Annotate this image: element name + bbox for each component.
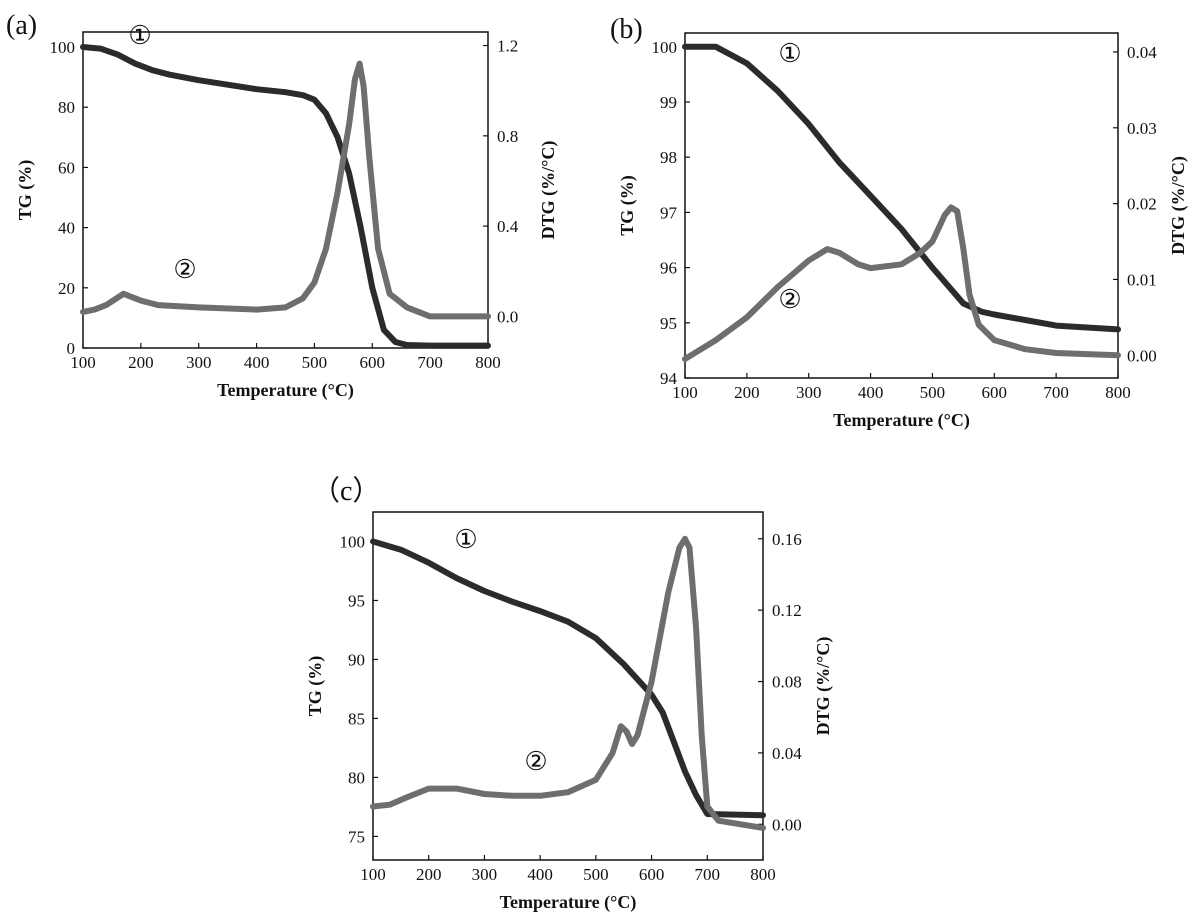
panel3-y-left-tick-label: 100: [340, 532, 366, 551]
panel3-curve-marker-1: ①: [454, 525, 477, 554]
panel1-y-right-axis-label: DTG (%/°C): [538, 141, 559, 240]
panel1-y-right-tick-label: 0.0: [497, 307, 518, 326]
panel1-y-right-tick-label: 0.4: [497, 217, 519, 236]
panel2-x-tick-label: 600: [982, 383, 1008, 402]
panel1-x-tick-label: 700: [417, 353, 443, 372]
panel3-plot-frame: [372, 511, 764, 861]
panel1-y-left-tick-label: 20: [58, 279, 75, 298]
panel3-curve-marker-2: ②: [524, 747, 547, 776]
panel2-y-left-axis-label: TG (%): [617, 175, 638, 236]
panel1-y-left-axis-label: TG (%): [15, 160, 36, 221]
panel1-x-tick-label: 800: [475, 353, 501, 372]
panel2-x-tick-label: 400: [858, 383, 884, 402]
panel3-panel-label: （c）: [312, 475, 380, 507]
panel3-y-left-tick-label: 75: [348, 827, 365, 846]
panel2-x-axis-label: Temperature (°C): [833, 410, 970, 431]
panel3-y-left-tick-label: 90: [348, 650, 365, 669]
panel2-series-tg-line: [682, 43, 1121, 333]
panel1-x-tick-label: 300: [186, 353, 212, 372]
panel2-y-right-tick-label: 0.02: [1127, 195, 1157, 214]
panel1-x-tick-label: 500: [302, 353, 328, 372]
panel2-curve-marker-1: ①: [778, 39, 801, 68]
panel1-x-tick-label: 400: [244, 353, 270, 372]
panel3-x-tick-label: 300: [472, 865, 498, 884]
panel2-x-tick-label: 500: [920, 383, 946, 402]
panel2-plot-frame: [684, 32, 1119, 379]
panel2-x-tick-label: 700: [1043, 383, 1069, 402]
panel1-x-tick-label: 200: [128, 353, 154, 372]
panel1-series-tg-line: [80, 44, 491, 349]
panel3-y-right-tick-label: 0.00: [772, 815, 802, 834]
panel3-x-tick-label: 600: [639, 865, 665, 884]
panel3-y-right-tick-label: 0.12: [772, 601, 802, 620]
panel3-series-dtg-line: [370, 535, 766, 831]
panel1-y-right-tick-label: 1.2: [497, 37, 518, 56]
panel1-y-left-tick-label: 60: [58, 158, 75, 177]
panel1-x-axis-label: Temperature (°C): [217, 380, 354, 401]
panel2-y-right-axis-label: DTG (%/°C): [1168, 156, 1189, 255]
panel1-y-left-tick-label: 100: [50, 38, 76, 57]
panel2-y-left-tick-label: 98: [660, 148, 677, 167]
panel2-y-right-tick-label: 0.00: [1127, 346, 1157, 365]
panel3-y-right-tick-label: 0.08: [772, 673, 802, 692]
panel1-y-left-tick-label: 80: [58, 98, 75, 117]
panel2-panel-label: (b): [610, 14, 643, 45]
panel3-y-left-tick-label: 80: [348, 768, 365, 787]
panel3-y-right-tick-label: 0.04: [772, 744, 802, 763]
panel2-y-left-tick-label: 100: [652, 38, 678, 57]
panel2-x-tick-label: 100: [672, 383, 698, 402]
panel3-y-left-axis-label: TG (%): [305, 656, 326, 717]
panel3-x-tick-label: 500: [583, 865, 609, 884]
panel2-y-left-tick-label: 97: [660, 203, 678, 222]
panel2-curve-marker-2: ②: [778, 285, 801, 314]
panel3-x-tick-label: 200: [416, 865, 442, 884]
panel2-y-left-tick-label: 99: [660, 93, 677, 112]
panel2-x-tick-label: 800: [1105, 383, 1131, 402]
panel3-y-left-tick-label: 95: [348, 591, 365, 610]
panel1-y-left-tick-label: 40: [58, 219, 75, 238]
panel3-y-left-tick-label: 85: [348, 709, 365, 728]
panel1-plot-frame: [82, 31, 489, 349]
panel1-y-left-tick-label: 0: [67, 339, 76, 358]
panel3-x-tick-label: 700: [695, 865, 721, 884]
panel3-x-tick-label: 100: [360, 865, 386, 884]
panel1-x-tick-label: 100: [70, 353, 96, 372]
panel3-x-tick-label: 800: [750, 865, 776, 884]
panel2-y-right-tick-label: 0.04: [1127, 43, 1157, 62]
panel1-curve-marker-1: ①: [128, 21, 151, 50]
panel2-x-tick-label: 200: [734, 383, 760, 402]
panel2-y-left-tick-label: 96: [660, 259, 677, 278]
panel1-series-dtg-line: [80, 60, 491, 320]
panel1-x-tick-label: 600: [360, 353, 386, 372]
panel3-x-tick-label: 400: [527, 865, 553, 884]
panel2-y-right-tick-label: 0.01: [1127, 270, 1157, 289]
panel3-y-right-axis-label: DTG (%/°C): [813, 637, 834, 736]
panel3-x-axis-label: Temperature (°C): [500, 892, 637, 913]
panel2-x-tick-label: 300: [796, 383, 822, 402]
panel2-y-right-tick-label: 0.03: [1127, 119, 1157, 138]
panel1-panel-label: (a): [6, 10, 37, 41]
panel1-y-right-tick-label: 0.8: [497, 127, 518, 146]
panel1-curve-marker-2: ②: [173, 255, 196, 284]
panel2-y-left-tick-label: 95: [660, 314, 677, 333]
panel3-y-right-tick-label: 0.16: [772, 530, 802, 549]
panel2-y-left-tick-label: 94: [660, 369, 678, 388]
panel2-series-dtg-line: [682, 204, 1121, 362]
panel3-series-tg-line: [370, 538, 766, 819]
